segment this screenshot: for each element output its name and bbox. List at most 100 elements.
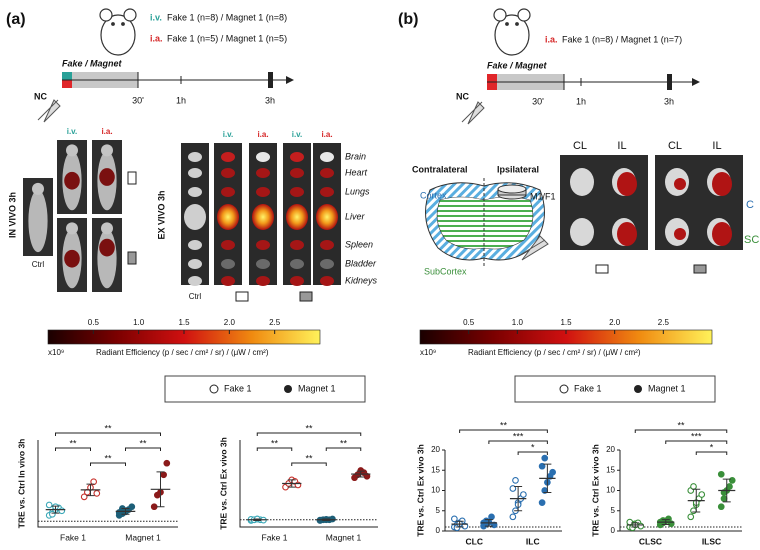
legend-box xyxy=(514,375,716,403)
signal xyxy=(99,168,115,186)
significance-label: ** xyxy=(104,453,112,463)
signal xyxy=(64,171,80,190)
significance-bracket xyxy=(291,462,327,466)
y-axis-label: TRE vs. Ctrl Ex vivo 3h xyxy=(218,437,228,530)
data-point xyxy=(726,483,733,490)
y-axis-label: TRE vs. Ctrl Ex vivo 3h xyxy=(590,444,600,537)
mouse-head xyxy=(101,144,113,157)
magnet-label: M1/F1 xyxy=(530,191,556,201)
organ xyxy=(290,187,304,197)
panel-label: (a) xyxy=(6,11,26,28)
organ xyxy=(320,187,334,197)
data-point xyxy=(160,471,167,479)
significance-bracket xyxy=(256,447,293,451)
mouse-head xyxy=(101,222,113,235)
significance-label: ** xyxy=(139,438,147,448)
data-point xyxy=(637,522,645,530)
column-label: i.v. xyxy=(292,130,303,139)
data-point xyxy=(717,503,725,511)
data-point xyxy=(80,493,88,501)
data-point xyxy=(488,513,495,521)
x-tick-label: ILC xyxy=(526,536,540,546)
treatment-label: Fake / Magnet xyxy=(487,60,548,70)
significance-label: * xyxy=(710,442,714,452)
organ-label: Liver xyxy=(345,211,366,221)
legend-marker xyxy=(284,385,292,393)
region-label: SubCortex xyxy=(424,266,467,276)
organ xyxy=(256,187,270,197)
organ xyxy=(316,204,338,230)
group-box xyxy=(127,171,137,185)
signal xyxy=(712,172,732,196)
signal xyxy=(617,222,637,246)
y-axis-label: TRE vs. Ctrl Ex vivo 3h xyxy=(415,444,425,537)
error-bar xyxy=(455,520,464,528)
organ xyxy=(320,259,334,269)
colorbar-tick-label: 1.5 xyxy=(560,318,572,327)
y-tick-label: 10 xyxy=(606,486,615,495)
ex-vivo-images xyxy=(181,143,341,286)
data-point xyxy=(461,522,469,530)
route-label: i.a. xyxy=(150,33,163,43)
group-box xyxy=(235,291,249,302)
error-bar xyxy=(253,518,262,521)
panel-label: (b) xyxy=(398,11,418,28)
column-label: i.v. xyxy=(67,127,78,136)
error-bar xyxy=(661,519,670,526)
organ xyxy=(256,240,270,250)
x-tick-label: Magnet 1 xyxy=(125,532,161,542)
significance-bracket xyxy=(665,440,728,444)
data-point xyxy=(329,515,336,523)
data-point xyxy=(58,507,66,515)
colorbar-label: Radiant Efficiency (p / sec / cm² / sr) … xyxy=(96,348,269,357)
group-text: Fake 1 (n=8) / Magnet 1 (n=7) xyxy=(562,34,682,44)
column-label: i.a. xyxy=(101,127,112,136)
significance-label: * xyxy=(531,442,535,452)
significance-bracket xyxy=(517,451,548,455)
data-point xyxy=(728,477,736,484)
timeline xyxy=(37,72,294,123)
route-label: i.v. xyxy=(150,12,162,22)
organ xyxy=(290,276,304,286)
error-bar xyxy=(121,507,130,515)
error-bar xyxy=(51,505,60,514)
data-point xyxy=(549,468,556,476)
mouse-head xyxy=(66,144,78,157)
column-label: i.a. xyxy=(321,130,332,139)
organ xyxy=(188,259,202,269)
organ xyxy=(256,168,270,178)
y-tick-label: 0 xyxy=(611,526,616,535)
significance-label: ** xyxy=(271,438,279,448)
y-axis-label: TRE vs. Ctrl In vivo 3h xyxy=(16,439,26,529)
group-text: Fake 1 (n=5) / Magnet 1 (n=5) xyxy=(167,33,287,43)
side-label: Contralateral xyxy=(412,164,468,174)
colorbar-exponent: x10⁹ xyxy=(420,348,436,357)
mouse-silhouette xyxy=(28,189,48,253)
time-label: 1h xyxy=(576,96,586,106)
significance-bracket xyxy=(256,432,362,436)
data-point xyxy=(690,507,697,515)
organ xyxy=(221,152,235,162)
y-tick-label: 20 xyxy=(431,445,440,454)
organ xyxy=(221,187,235,197)
time-label: 3h xyxy=(664,96,674,106)
time-label: 30' xyxy=(132,95,144,105)
significance-bracket xyxy=(695,451,728,455)
organ xyxy=(286,204,308,230)
significance-bracket xyxy=(55,447,91,451)
organ xyxy=(256,259,270,269)
error-bar xyxy=(631,522,640,528)
group-text: Fake 1 (n=8) / Magnet 1 (n=8) xyxy=(167,12,287,22)
y-tick-label: 15 xyxy=(431,465,440,474)
signal xyxy=(64,249,80,268)
significance-label: ** xyxy=(677,420,685,430)
significance-bracket xyxy=(125,447,161,451)
organ xyxy=(221,240,235,250)
organ xyxy=(188,168,202,178)
signal xyxy=(99,238,115,257)
mouse-head xyxy=(32,182,44,195)
organ xyxy=(184,204,206,230)
column-label: IL xyxy=(617,140,626,152)
significance-label: *** xyxy=(691,431,702,441)
